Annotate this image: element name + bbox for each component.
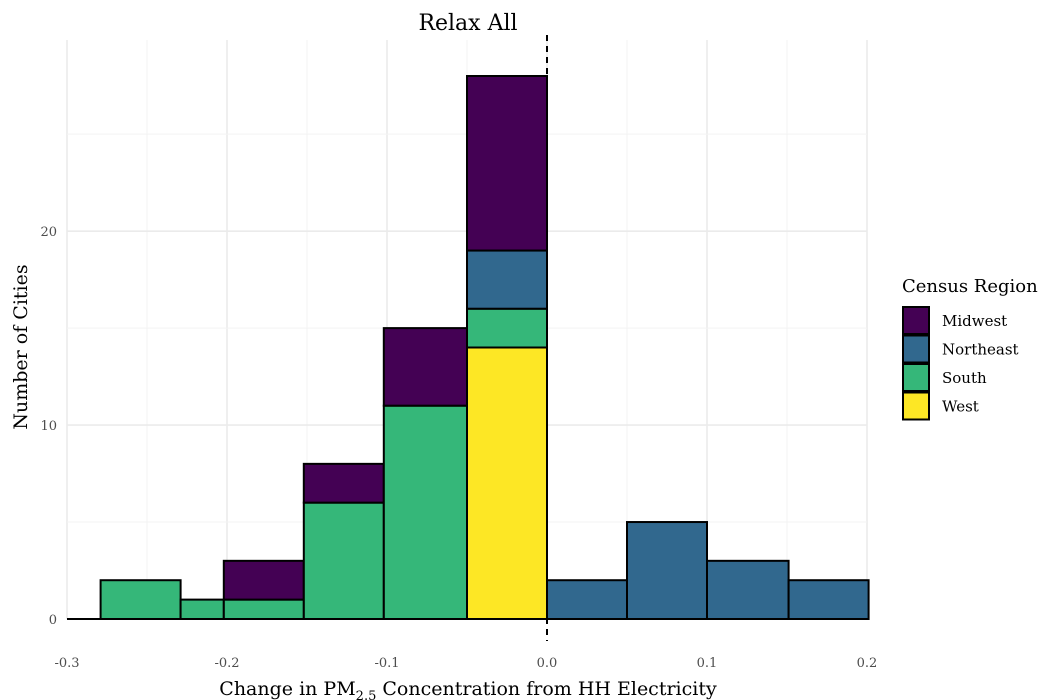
x-tick-label: -0.3	[54, 656, 79, 671]
legend-items: Midwest Northeast South West	[902, 306, 1019, 421]
bar-northeast	[626, 521, 708, 620]
legend-label-midwest: Midwest	[942, 312, 1007, 330]
legend-swatch-midwest	[902, 306, 930, 335]
bar-midwest	[222, 559, 305, 601]
legend-swatch-northeast	[902, 334, 930, 364]
legend-label-west: West	[942, 398, 979, 416]
x-tick-label: 0.1	[697, 656, 718, 671]
legend-label-south: South	[942, 369, 987, 387]
bar-midwest	[302, 462, 385, 504]
bar-midwest	[466, 75, 548, 252]
bar-south	[302, 501, 385, 620]
bar-south	[179, 598, 225, 620]
legend-label-northeast: Northeast	[942, 341, 1019, 359]
x-axis-title-subscript: 2.5	[356, 689, 377, 700]
bar-south	[99, 579, 182, 621]
bar-south	[466, 307, 548, 349]
legend: Census Region Midwest Northeast South West	[902, 276, 1038, 421]
legend-swatch-south	[902, 363, 930, 392]
x-axis-title: Change in PM2.5 Concentration from HH El…	[219, 678, 717, 700]
x-axis-title-rest: Concentration from HH Electricity	[376, 678, 717, 700]
x-tick-label: -0.2	[214, 656, 239, 671]
chart-title: Relax All	[418, 11, 517, 36]
y-tick-label: 10	[40, 419, 57, 434]
x-tick-labels: -0.3 -0.2 -0.1 0.0 0.1 0.2	[54, 656, 877, 671]
bar-northeast	[546, 579, 628, 621]
y-axis-title: Number of Cities	[10, 264, 32, 429]
y-tick-label: 0	[49, 613, 57, 628]
bar-west	[466, 346, 548, 620]
bar-midwest	[382, 327, 468, 407]
x-tick-label: 0.0	[537, 656, 558, 671]
bar-south	[382, 404, 468, 620]
y-tick-labels: 0 10 20	[40, 225, 57, 628]
legend-swatch-west	[902, 391, 930, 421]
bar-south	[222, 598, 305, 620]
x-tick-label: 0.2	[857, 656, 878, 671]
x-axis-title-main: Change in PM	[219, 678, 355, 700]
legend-title: Census Region	[902, 276, 1038, 297]
bar-northeast	[706, 559, 790, 620]
x-tick-label: -0.1	[374, 656, 399, 671]
bars	[99, 75, 870, 621]
bar-northeast	[787, 579, 870, 621]
y-tick-label: 20	[40, 225, 57, 240]
bar-northeast	[466, 249, 548, 310]
